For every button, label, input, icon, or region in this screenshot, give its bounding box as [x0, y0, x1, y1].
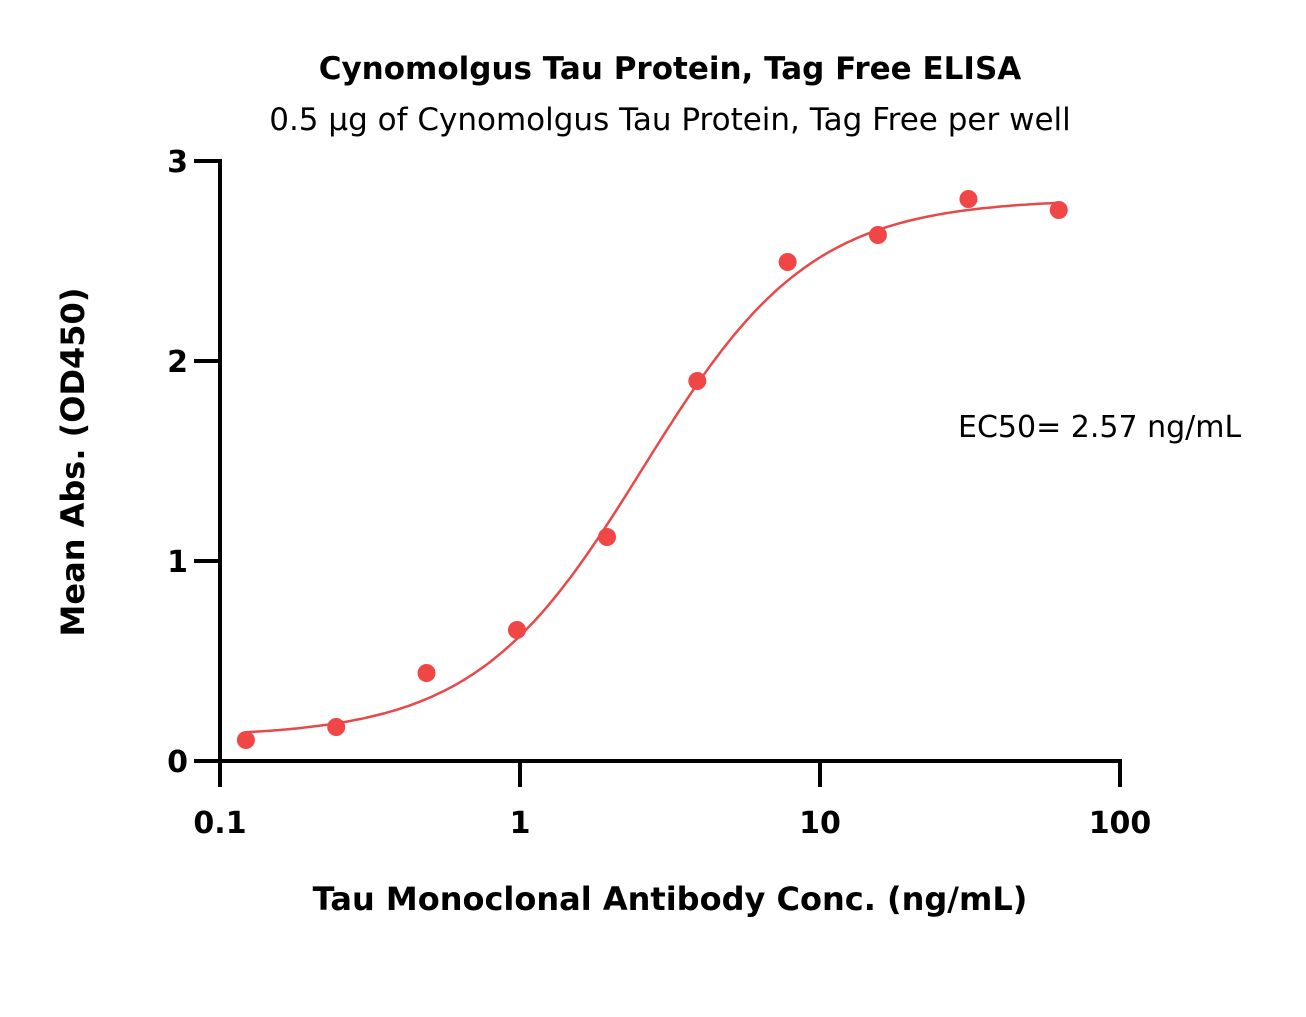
y-axis-label: Mean Abs. (OD450) [54, 288, 92, 637]
data-point [1049, 201, 1068, 219]
y-tick-label: 1 [167, 545, 188, 580]
data-point [868, 226, 887, 244]
x-tick-label: 0.1 [193, 806, 246, 841]
data-point [417, 664, 436, 682]
y-tick-label: 3 [167, 145, 188, 180]
data-point [688, 372, 707, 390]
chart-title: Cynomolgus Tau Protein, Tag Free ELISA [319, 51, 1022, 87]
data-point [507, 621, 526, 639]
x-tick-label: 100 [1089, 806, 1152, 841]
data-point [959, 190, 978, 208]
data-point [778, 253, 797, 271]
data-point [236, 731, 255, 749]
fit-curve [245, 201, 1059, 734]
x-tick-label: 10 [799, 806, 841, 841]
chart-subtitle: 0.5 µg of Cynomolgus Tau Protein, Tag Fr… [269, 102, 1071, 138]
x-axis-label: Tau Monoclonal Antibody Conc. (ng/mL) [313, 880, 1028, 918]
ec50-annotation: EC50= 2.57 ng/mL [958, 410, 1241, 445]
y-tick-label: 0 [167, 745, 188, 780]
data-point [598, 528, 617, 546]
x-tick-label: 1 [510, 806, 531, 841]
y-tick-label: 2 [167, 345, 188, 380]
data-point [327, 718, 346, 736]
